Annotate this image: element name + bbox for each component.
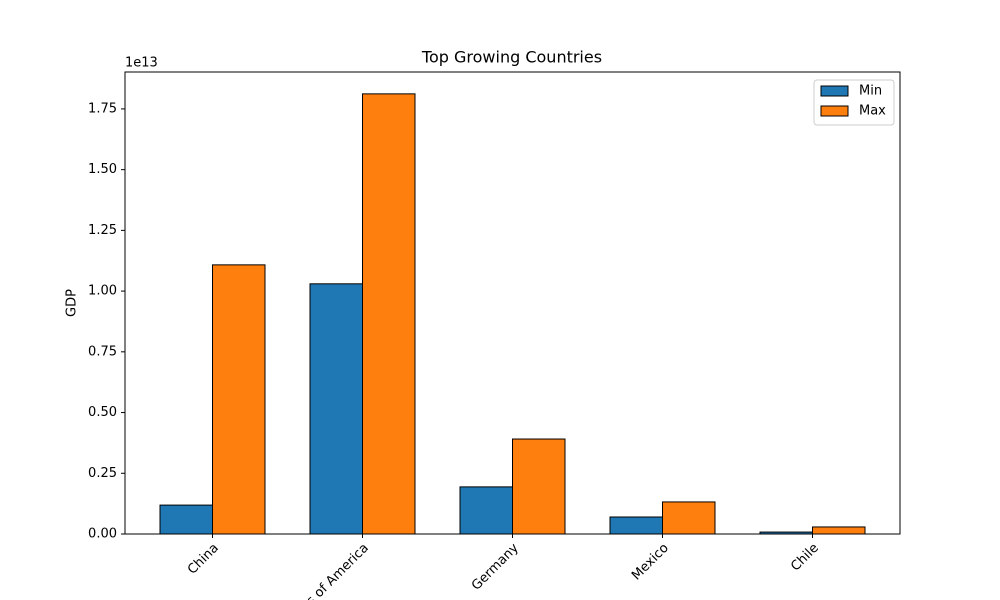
y-offset-label: 1e13 [125,56,158,71]
legend-label: Max [859,104,886,119]
y-tick-label: 0.75 [88,344,117,359]
x-tick-label: United States of America [246,541,371,600]
bar [459,486,513,535]
y-tick-label: 1.00 [88,284,117,299]
bar [609,516,663,535]
chart-title: Top Growing Countries [421,48,602,67]
x-tick-label: China [185,541,222,578]
x-tick-label: Germany [469,540,522,593]
bar [159,504,213,535]
y-tick-label: 1.75 [88,101,117,116]
bar [512,438,566,535]
bar [362,93,416,535]
x-tick-label: Chile [788,541,822,575]
y-tick-label: 0.50 [88,405,117,420]
legend-label: Min [859,84,882,99]
plot-frame [124,71,901,535]
y-tick-label: 1.25 [88,223,117,238]
bar [662,501,716,535]
bar [309,283,363,535]
legend-swatch [820,105,849,117]
bar [212,264,266,535]
y-tick-label: 0.00 [88,527,117,542]
y-tick-label: 0.25 [88,466,117,481]
x-tick-label: Mexico [629,541,672,584]
legend-swatch [820,85,849,97]
bar [812,526,866,535]
y-axis-label: GDP [65,289,80,317]
y-tick-label: 1.50 [88,162,117,177]
